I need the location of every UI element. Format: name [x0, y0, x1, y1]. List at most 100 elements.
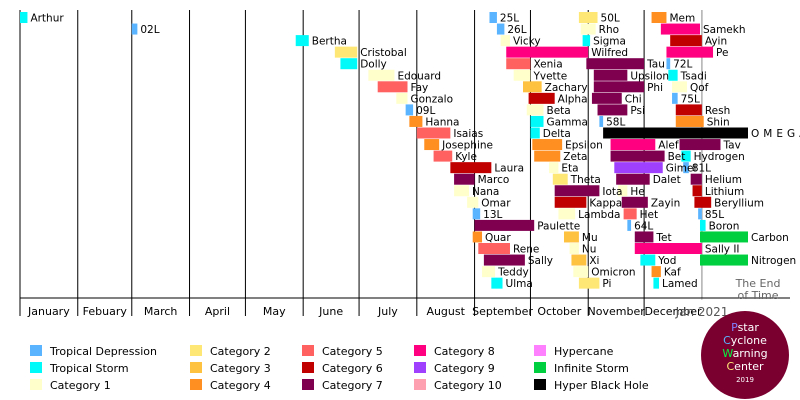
storm-bar — [670, 35, 702, 47]
storm-bar — [454, 173, 475, 185]
storm-bar — [627, 219, 632, 231]
storm-label: Lambda — [578, 209, 620, 221]
storm-label: Xenia — [533, 59, 562, 71]
legend-label: Infinite Storm — [554, 362, 629, 375]
legend-swatch — [534, 362, 546, 373]
storm-label: Iota — [602, 186, 622, 198]
storm-bar — [482, 266, 496, 278]
month-tick-label: September — [472, 305, 533, 318]
storm-bar — [699, 231, 748, 243]
storm-bar — [396, 92, 408, 104]
storm-bar — [454, 185, 469, 197]
storm-label: Gonzalo — [411, 93, 454, 105]
storm-bar — [597, 104, 628, 116]
storm-bar — [679, 139, 721, 151]
storm-label: Zeta — [563, 151, 587, 163]
storm-bar — [675, 104, 702, 116]
storm-label: Edouard — [397, 70, 441, 82]
month-tick-label: August — [426, 305, 465, 318]
storm-label: 02L — [140, 24, 159, 36]
storm-bar — [569, 243, 579, 254]
storm-bars — [20, 12, 748, 289]
storm-label: Wilfred — [591, 47, 628, 59]
storm-label: 58L — [606, 116, 625, 128]
storm-bar — [530, 127, 540, 139]
storm-label: Paulette — [537, 220, 580, 232]
legend-swatch — [414, 345, 426, 356]
storm-bar — [694, 196, 712, 208]
storm-label: Pi — [602, 278, 611, 290]
storm-label: Omicron — [591, 267, 635, 279]
storm-bar — [450, 162, 492, 174]
storm-bar — [571, 254, 587, 266]
storm-bar — [681, 150, 691, 162]
storm-bar — [474, 219, 535, 231]
storm-label: Bertha — [312, 36, 347, 48]
storm-label: Delta — [543, 128, 571, 140]
storm-bar — [506, 46, 589, 58]
storm-bar — [20, 12, 28, 23]
storm-bar — [675, 115, 704, 127]
storm-label: Cristobal — [360, 47, 407, 59]
legend-label: Category 9 — [434, 362, 495, 375]
storm-label: Lithium — [705, 186, 744, 198]
storm-label: 50L — [601, 13, 620, 25]
legend-swatch — [414, 379, 426, 390]
storm-bar — [653, 277, 660, 289]
legend-swatch — [190, 345, 202, 356]
storm-bar — [549, 162, 559, 174]
storm-bar — [578, 277, 600, 289]
storm-label: Beryllium — [714, 197, 764, 209]
storm-label: Kyle — [455, 151, 477, 163]
storm-bar — [377, 81, 408, 93]
storm-label: Kappa — [589, 197, 622, 209]
storm-label: Arthur — [30, 13, 64, 25]
storm-label: Isaias — [453, 128, 483, 140]
storm-label: Marco — [478, 174, 510, 186]
storm-bar — [563, 231, 579, 243]
storm-label: Sigma — [593, 36, 626, 48]
storm-label: Dolly — [360, 59, 387, 71]
logo-text: Center — [726, 360, 764, 373]
storm-bar — [433, 150, 453, 162]
storm-label: Het — [640, 209, 658, 221]
storm-label: 85L — [705, 209, 724, 221]
storm-bar — [530, 115, 544, 127]
legend-label: Tropical Storm — [49, 362, 129, 375]
legend-label: Category 8 — [434, 345, 495, 358]
legend: Tropical Depression Tropical Storm Categor… — [30, 345, 649, 392]
storm-bar — [690, 173, 702, 185]
legend-label: Category 10 — [434, 379, 502, 392]
month-tick-label: November — [588, 305, 646, 318]
storm-bar — [660, 23, 700, 35]
storm-label: Alef — [658, 140, 679, 152]
storm-label: Eta — [561, 163, 578, 175]
storm-label: 13L — [483, 209, 502, 221]
legend-swatch — [30, 345, 42, 356]
storm-bar — [610, 150, 665, 162]
storm-label: 09L — [416, 105, 435, 117]
storm-label: 72L — [673, 59, 692, 71]
storm-bar — [409, 115, 423, 127]
legend-swatch — [302, 362, 314, 373]
legend-label: Tropical Depression — [49, 345, 157, 358]
storm-bar — [651, 266, 661, 278]
next-year-label: Jan 2021 — [675, 305, 729, 319]
storm-bar — [526, 104, 544, 116]
storm-label: Theta — [570, 174, 601, 186]
end-of-time-text: of Time — [737, 289, 778, 302]
storm-label: Zayin — [651, 197, 680, 209]
storm-bar — [614, 162, 663, 174]
storm-bar — [578, 12, 598, 23]
storm-bar — [580, 23, 596, 35]
month-tick-label: March — [144, 305, 178, 318]
storm-bar — [651, 12, 667, 23]
storm-label: Samekh — [703, 24, 746, 36]
storm-label: Tsadi — [680, 70, 707, 82]
storm-label: Gimel — [666, 163, 697, 175]
storm-label: 25L — [500, 13, 519, 25]
storm-bar — [334, 46, 358, 58]
storm-bar — [528, 92, 555, 104]
